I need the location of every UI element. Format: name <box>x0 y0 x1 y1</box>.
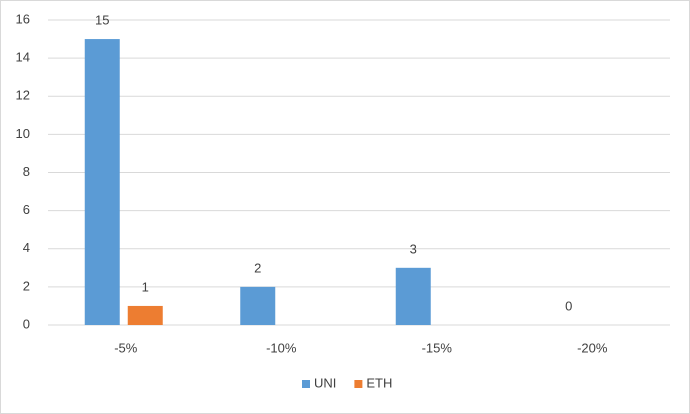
data-label: 0 <box>565 298 572 313</box>
y-tick-label: 10 <box>16 126 30 141</box>
x-tick-label: -10% <box>266 340 297 355</box>
data-label: 3 <box>410 241 417 256</box>
bar <box>395 267 431 325</box>
x-tick-label: -15% <box>422 340 453 355</box>
legend-swatch <box>354 380 363 388</box>
y-tick-label: 14 <box>16 50 30 65</box>
bar <box>84 39 120 325</box>
legend-label: UNI <box>314 375 336 390</box>
y-tick-label: 0 <box>23 316 30 331</box>
y-tick-label: 12 <box>16 88 30 103</box>
bar <box>240 286 276 325</box>
data-label: 1 <box>142 279 149 294</box>
x-tick-label: -5% <box>114 340 138 355</box>
y-tick-label: 4 <box>23 240 30 255</box>
legend-label: ETH <box>366 375 392 390</box>
bar <box>127 305 163 325</box>
data-label: 2 <box>254 260 261 275</box>
y-tick-label: 16 <box>16 11 30 26</box>
y-tick-label: 2 <box>23 278 30 293</box>
data-label: 15 <box>95 13 109 28</box>
x-tick-label: -20% <box>577 340 608 355</box>
y-tick-label: 8 <box>23 164 30 179</box>
legend-swatch <box>302 380 310 388</box>
y-tick-label: 6 <box>23 202 30 217</box>
